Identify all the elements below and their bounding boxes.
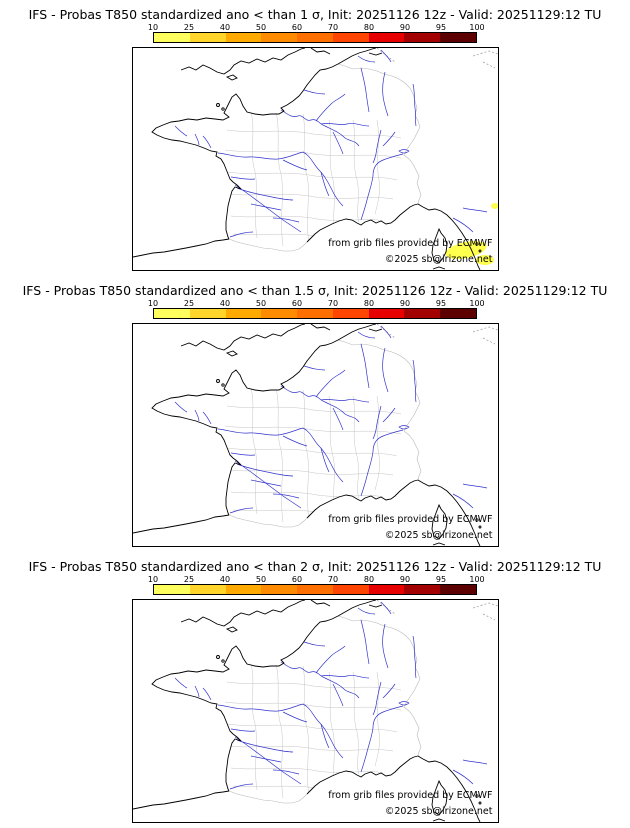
panel-sigma-1-5: IFS - Probas T850 standardized ano < tha…	[0, 276, 630, 552]
colorbar-segment	[332, 585, 369, 594]
map-svg-france	[133, 48, 498, 270]
map-frame: from grib files provided by ECMWF ©2025 …	[131, 323, 499, 547]
colorbar-tick: 80	[363, 23, 375, 32]
colorbar-tick: 50	[255, 23, 267, 32]
colorbar-segment	[189, 309, 226, 318]
colorbar-tick: 25	[183, 23, 195, 32]
credit-text: from grib files provided by ECMWF	[328, 238, 493, 249]
colorbar-tick: 60	[291, 299, 303, 308]
colorbar-segment	[368, 585, 405, 594]
colorbar-tick: 70	[327, 299, 339, 308]
copyright-text: ©2025 sb@irizone.net	[384, 530, 493, 541]
colorbar-tick: 25	[183, 575, 195, 584]
map-svg-france	[133, 600, 498, 822]
colorbar-segment	[189, 585, 226, 594]
colorbar-tick: 10	[147, 299, 159, 308]
panel-sigma-2: IFS - Probas T850 standardized ano < tha…	[0, 552, 630, 828]
credit-text: from grib files provided by ECMWF	[328, 514, 493, 525]
colorbar-tick: 60	[291, 575, 303, 584]
colorbar-tick: 100	[469, 23, 485, 32]
copyright-text: ©2025 sb@irizone.net	[384, 254, 493, 265]
colorbar-segment	[332, 309, 369, 318]
colorbar-tick: 50	[255, 575, 267, 584]
colorbar-segment	[154, 33, 190, 42]
colorbar-segment	[297, 33, 333, 42]
colorbar-tick: 25	[183, 299, 195, 308]
colorbar-tick: 100	[469, 575, 485, 584]
colorbar-segment	[261, 585, 298, 594]
panel-title: IFS - Probas T850 standardized ano < tha…	[22, 283, 608, 298]
colorbar-tick: 60	[291, 23, 303, 32]
map-svg-france	[133, 324, 498, 546]
colorbar-bar	[153, 32, 477, 43]
panel-title: IFS - Probas T850 standardized ano < tha…	[28, 559, 602, 574]
panel-sigma-1: IFS - Probas T850 standardized ano < tha…	[0, 0, 630, 276]
colorbar-segment	[261, 309, 298, 318]
colorbar-tick: 90	[399, 23, 411, 32]
colorbar-segment	[404, 309, 441, 318]
probability-shading-10-25	[444, 203, 498, 265]
colorbar: 10 25 40 50 60 70 80 90 95 100	[148, 23, 485, 43]
colorbar-tick: 95	[435, 299, 447, 308]
colorbar-segment	[332, 33, 369, 42]
colorbar-segment	[440, 309, 477, 318]
colorbar-tick: 80	[363, 299, 375, 308]
copyright-text: ©2025 sb@irizone.net	[384, 806, 493, 817]
colorbar-segment	[440, 585, 477, 594]
colorbar-tick: 70	[327, 23, 339, 32]
colorbar-tick: 40	[219, 299, 231, 308]
colorbar-tick: 80	[363, 575, 375, 584]
colorbar-tick-labels: 10 25 40 50 60 70 80 90 95 100	[148, 299, 485, 308]
colorbar-segment	[225, 309, 262, 318]
colorbar-tick-labels: 10 25 40 50 60 70 80 90 95 100	[148, 575, 485, 584]
colorbar-tick: 95	[435, 23, 447, 32]
colorbar-tick: 95	[435, 575, 447, 584]
colorbar-segment	[225, 585, 262, 594]
colorbar: 10 25 40 50 60 70 80 90 95 100	[148, 299, 485, 319]
colorbar-tick-labels: 10 25 40 50 60 70 80 90 95 100	[148, 23, 485, 32]
colorbar-tick: 70	[327, 575, 339, 584]
colorbar-bar	[153, 584, 477, 595]
colorbar-segment	[297, 309, 333, 318]
map-frame: from grib files provided by ECMWF ©2025 …	[131, 599, 499, 823]
colorbar-tick: 100	[469, 299, 485, 308]
colorbar: 10 25 40 50 60 70 80 90 95 100	[148, 575, 485, 595]
colorbar-tick: 10	[147, 23, 159, 32]
colorbar-segment	[154, 585, 190, 594]
colorbar-tick: 40	[219, 23, 231, 32]
colorbar-tick: 50	[255, 299, 267, 308]
colorbar-segment	[154, 309, 190, 318]
map-frame: from grib files provided by ECMWF ©2025 …	[131, 47, 499, 271]
colorbar-tick: 10	[147, 575, 159, 584]
colorbar-segment	[297, 585, 333, 594]
colorbar-segment	[404, 33, 441, 42]
colorbar-segment	[368, 33, 405, 42]
colorbar-bar	[153, 308, 477, 319]
colorbar-segment	[440, 33, 477, 42]
colorbar-tick: 40	[219, 575, 231, 584]
colorbar-segment	[368, 309, 405, 318]
colorbar-tick: 90	[399, 575, 411, 584]
colorbar-segment	[189, 33, 226, 42]
colorbar-tick: 90	[399, 299, 411, 308]
colorbar-segment	[261, 33, 298, 42]
credit-text: from grib files provided by ECMWF	[328, 790, 493, 801]
panel-title: IFS - Probas T850 standardized ano < tha…	[28, 7, 602, 22]
colorbar-segment	[404, 585, 441, 594]
colorbar-segment	[225, 33, 262, 42]
